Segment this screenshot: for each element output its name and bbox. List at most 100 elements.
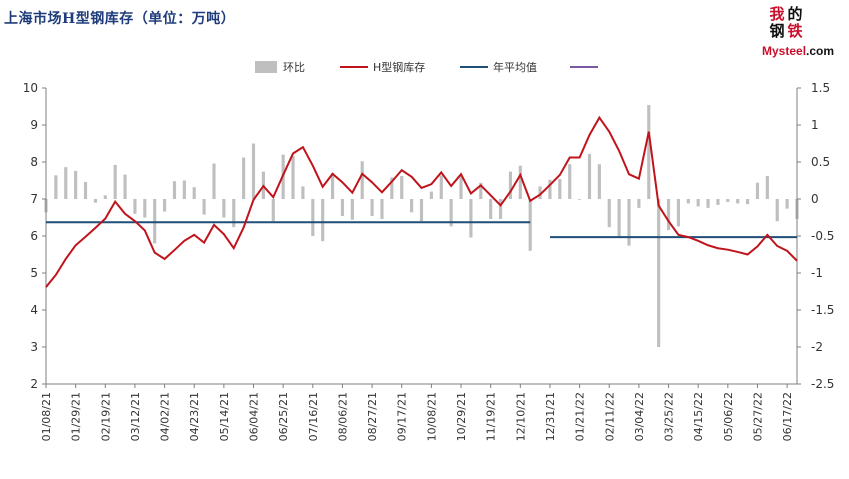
mom-bar (489, 199, 493, 219)
legend-label: H型钢库存 (373, 60, 425, 74)
left-tick-label: 4 (30, 303, 38, 317)
mom-bar (459, 175, 463, 199)
mom-bar (578, 199, 582, 200)
right-tick-label: 0.5 (811, 155, 830, 169)
legend-label: 环比 (283, 61, 305, 74)
mom-bar (350, 199, 354, 220)
left-tick-label: 9 (30, 118, 38, 132)
mom-bar (232, 199, 236, 228)
mom-bar (380, 199, 384, 219)
mom-bar (666, 199, 671, 231)
x-tick-label: 06/17/22 (781, 392, 794, 441)
x-tick-label: 03/25/22 (663, 392, 676, 441)
chart-legend: 环比 H型钢库存 年平均值 (255, 60, 598, 74)
mom-bar (143, 199, 147, 218)
mom-bar (251, 143, 256, 199)
mom-bar (637, 199, 641, 208)
mom-bar (400, 176, 404, 199)
right-tick-label: -2 (811, 340, 823, 354)
mom-bar (726, 199, 730, 202)
x-tick-label: 09/17/21 (396, 392, 409, 441)
mom-bar (479, 182, 483, 199)
logo-char-1: 我 (769, 5, 785, 23)
right-tick-label: -1 (811, 266, 823, 280)
mom-bar (330, 173, 335, 199)
mom-bar (321, 199, 325, 242)
mom-bar (568, 164, 572, 199)
mom-bar (518, 165, 522, 199)
year-average-lines (46, 221, 797, 239)
mom-bar (64, 167, 68, 199)
right-tick-label: -2.5 (811, 377, 834, 391)
mom-bar (202, 199, 206, 215)
right-tick-label: 1.5 (811, 81, 830, 95)
x-tick-label: 08/06/21 (336, 392, 349, 441)
mom-bar (340, 199, 345, 217)
mysteel-logo: 我 的 钢 铁 Mysteel.com (762, 6, 846, 66)
x-tick-label: 03/12/21 (129, 392, 142, 441)
mom-bar (607, 199, 611, 228)
mom-bar (755, 182, 760, 199)
mom-bar (597, 164, 601, 199)
mom-bar (212, 163, 216, 199)
right-tick-label: -0.5 (811, 229, 834, 243)
mom-bar (617, 199, 621, 238)
mom-bar (538, 186, 542, 199)
mom-bar (548, 179, 552, 199)
x-axis-labels: 01/08/21 01/29/21 02/19/21 03/12/21 04/02/21… (40, 384, 794, 441)
x-tick-label: 06/25/21 (277, 392, 290, 441)
right-tick-label: -1.5 (811, 303, 834, 317)
mom-bar (469, 199, 473, 238)
left-tick-label: 3 (30, 340, 38, 354)
logo-wordmark: Mysteel.com (762, 44, 835, 58)
right-tick-label: 1 (811, 118, 819, 132)
inventory-line (45, 115, 798, 288)
legend-label: 年平均值 (493, 60, 537, 74)
chart-axes: 2 3 4 5 6 7 8 9 10 1.5 1 0.5 0 -0.5 -1 -1.5 -2 -2.5 (23, 81, 835, 391)
mom-bar (647, 105, 651, 199)
mom-bar (153, 199, 157, 244)
x-tick-label: 12/10/21 (514, 392, 527, 441)
mom-bar (706, 199, 710, 208)
x-tick-label: 01/21/22 (574, 392, 587, 441)
mom-bar (390, 177, 394, 199)
mom-bar (291, 156, 295, 199)
mom-bar (765, 176, 769, 199)
left-tick-label: 8 (30, 155, 38, 169)
mom-bar (103, 195, 107, 199)
mom-bar (123, 174, 127, 199)
mom-bar (83, 181, 88, 199)
logo-char-3: 钢 (769, 22, 785, 40)
x-tick-label: 03/04/22 (633, 392, 646, 441)
x-tick-label: 04/02/21 (159, 392, 172, 441)
mom-bar (716, 199, 720, 205)
mom-bar (508, 171, 513, 199)
mom-bar (271, 199, 275, 222)
left-tick-label: 6 (30, 229, 38, 243)
x-tick-label: 02/19/21 (99, 392, 112, 441)
mom-bar (528, 199, 532, 251)
mom-bar (172, 181, 177, 199)
mom-bar (242, 157, 246, 199)
mom-bar (192, 187, 196, 199)
mom-change-bars (44, 105, 799, 347)
mom-bar (133, 199, 137, 214)
mom-bar (182, 180, 186, 199)
mom-bar (370, 199, 374, 217)
mom-bar (785, 199, 789, 209)
mom-bar (627, 199, 631, 246)
x-tick-label: 04/15/22 (692, 392, 705, 441)
mom-bar (736, 199, 740, 204)
mom-bar (360, 161, 364, 199)
mom-bar (498, 199, 503, 219)
right-tick-label: 0 (811, 192, 819, 206)
x-tick-label: 07/16/21 (307, 392, 320, 441)
x-tick-label: 05/27/22 (751, 392, 764, 441)
x-tick-label: 01/29/21 (70, 392, 83, 441)
mom-bar (410, 199, 414, 213)
page-title: 上海市场H型钢库存（单位：万吨） (4, 11, 236, 27)
x-tick-label: 05/06/22 (722, 392, 735, 441)
x-tick-label: 11/19/21 (485, 392, 498, 441)
left-tick-label: 2 (30, 377, 38, 391)
mom-bar (676, 199, 680, 227)
